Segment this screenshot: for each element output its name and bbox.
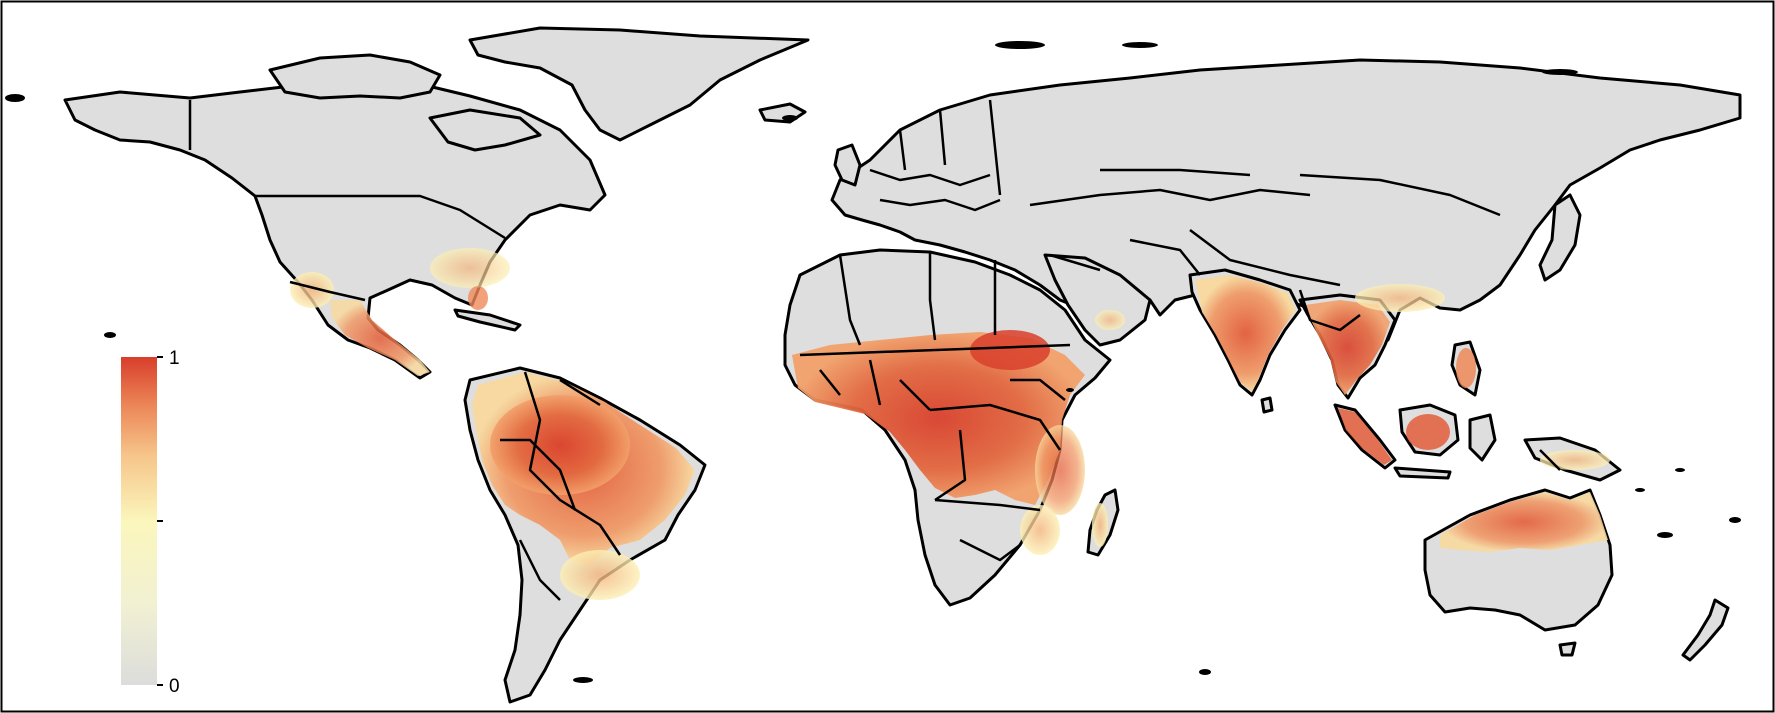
border-sahel-line: [799, 343, 1071, 357]
border-horn: [1010, 378, 1066, 401]
color-legend: 1 0: [121, 348, 180, 697]
shade-southeast-africa: [1020, 505, 1060, 555]
border-europe-2: [879, 198, 1001, 212]
border-libya: [928, 252, 937, 341]
shade-borneo: [1406, 414, 1450, 450]
border-argentina-chile: [518, 539, 561, 601]
border-drc-south: [934, 429, 967, 502]
shade-central-america: [330, 300, 430, 376]
border-china-south: [1189, 229, 1341, 287]
border-russia-south: [1029, 188, 1311, 207]
border-europe-3: [898, 99, 1002, 196]
java-land: [1393, 466, 1452, 480]
border-mongolia: [1299, 173, 1501, 217]
shade-north-australia: [1440, 492, 1608, 552]
border-peru-bolivia: [500, 438, 577, 511]
canada-islands: [268, 53, 442, 100]
shade-amazon-core: [490, 395, 630, 495]
shade-arabia-coast: [1095, 310, 1125, 330]
border-west-africa: [819, 359, 931, 411]
suitability-shading: [290, 248, 1610, 600]
legend-max-label: 1: [169, 348, 180, 369]
legend-min-label: 0: [169, 676, 180, 697]
shade-sumatra: [1338, 408, 1392, 465]
new-zealand-land: [1681, 598, 1730, 662]
shade-east-africa: [1035, 425, 1085, 515]
border-venezuela: [559, 378, 601, 407]
greenland-land: [468, 26, 810, 142]
shade-sub-saharan: [792, 332, 1085, 505]
border-kazakhstan: [1100, 168, 1251, 177]
japan-land: [1538, 193, 1582, 282]
shade-south-brazil: [560, 550, 640, 600]
border-southern-africa: [934, 498, 1041, 512]
cuba-land: [453, 308, 522, 332]
border-brazil-west: [523, 371, 622, 556]
border-central-africa: [929, 403, 1062, 451]
country-borders: [188, 99, 1561, 601]
shade-south-china: [1355, 284, 1445, 312]
sulawesi-land: [1468, 413, 1497, 462]
border-middle-east: [1049, 253, 1101, 272]
shade-madagascar: [1092, 503, 1108, 547]
border-algeria-west: [838, 254, 862, 346]
tasmania-land: [1558, 641, 1577, 657]
border-us-mexico: [289, 280, 366, 302]
shade-se-usa: [430, 248, 510, 288]
border-us-canada: [255, 194, 506, 240]
border-south-africa: [959, 538, 1021, 562]
border-europe-1: [869, 168, 991, 187]
border-png: [1539, 449, 1561, 471]
shade-new-guinea: [1540, 450, 1610, 470]
shade-sahel: [970, 330, 1050, 370]
shade-indochina: [1305, 300, 1390, 395]
border-iran-afghan: [1129, 238, 1201, 276]
small-islands: [5, 41, 1741, 683]
border-indochina: [1298, 289, 1361, 332]
sri-lanka-land: [1260, 396, 1274, 414]
legend-colorbar: [121, 357, 157, 685]
british-isles-land: [833, 143, 862, 187]
shade-india: [1195, 275, 1296, 392]
shade-florida: [468, 286, 488, 310]
shade-philippines: [1456, 348, 1476, 388]
north-america-land: [63, 82, 607, 380]
shade-mexico-west: [290, 272, 334, 308]
baffin-island: [428, 108, 542, 152]
